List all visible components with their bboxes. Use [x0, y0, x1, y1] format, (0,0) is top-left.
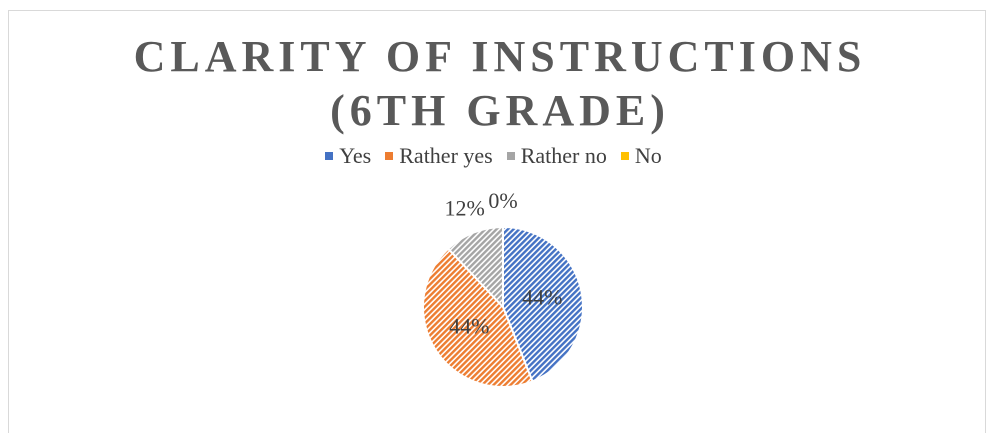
legend-swatch [325, 152, 334, 160]
legend-swatch [385, 152, 394, 160]
legend-swatch [506, 152, 515, 160]
data-label: 12% [445, 195, 485, 220]
data-label: 44% [522, 285, 562, 310]
legend-item: Rather no [506, 143, 607, 169]
legend-label: Yes [339, 143, 372, 168]
pie-slice [422, 247, 534, 388]
legend: Yes Rather yes Rather no No [0, 143, 987, 169]
pie-slice [502, 225, 584, 383]
legend-label: No [634, 143, 662, 168]
data-label: 0% [488, 188, 517, 213]
pie-slice [446, 225, 504, 310]
chart-title: CLARITY OF INSTRUCTIONS (6TH GRADE) [133, 32, 867, 135]
legend-label: Rather no [520, 143, 607, 168]
legend-item: No [620, 143, 662, 169]
legend-swatch [620, 152, 629, 160]
data-label: 44% [449, 313, 489, 338]
chart-frame [8, 10, 986, 433]
legend-item: Yes [325, 143, 371, 169]
legend-item: Rather yes [385, 143, 493, 169]
legend-label: Rather yes [399, 143, 493, 168]
